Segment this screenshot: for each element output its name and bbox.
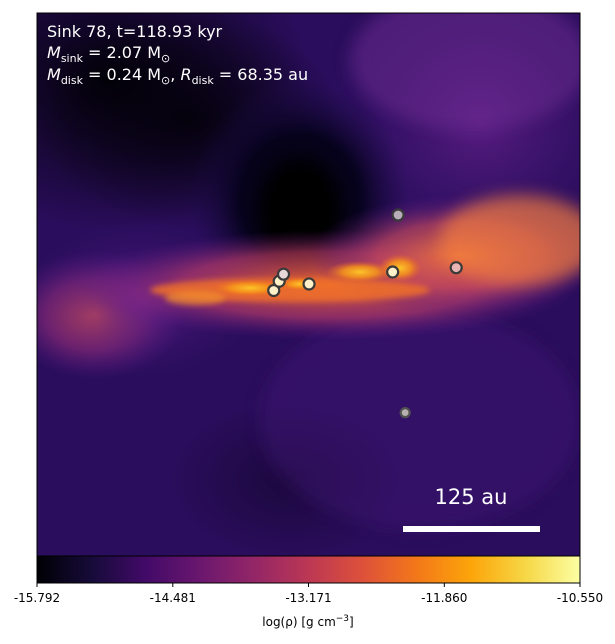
info-annotation: Sink 78, t=118.93 kyr Msink = 2.07 M⊙ Md…: [47, 22, 308, 87]
sink-marker-8: [399, 407, 411, 419]
scale-bar-label: 125 au: [435, 485, 508, 509]
scale-bar: 125 au: [403, 485, 540, 532]
colorbar-gradient: [37, 556, 580, 583]
sink-marker-4: [302, 277, 316, 291]
sink-marker-5: [386, 265, 400, 279]
colorbar-tick-label-1: -15.792: [14, 591, 60, 605]
colorbar-ticks: -15.792 -14.481 -13.171 -11.860 -10.550: [14, 583, 603, 605]
colorbar-tick-label-5: -10.550: [557, 591, 603, 605]
colorbar-tick-label-3: -13.171: [285, 591, 331, 605]
sink-marker-7: [449, 261, 463, 275]
disk-mass-radius-label: Mdisk = 0.24 M⊙, Rdisk = 68.35 au: [47, 65, 308, 87]
sink-time-label: Sink 78, t=118.93 kyr: [47, 22, 223, 41]
sink-marker-3: [276, 267, 291, 281]
colorbar-tick-label-4: -11.860: [421, 591, 467, 605]
sink-marker-6: [391, 208, 405, 222]
density-field: [37, 13, 580, 556]
sink-mass-label: Msink = 2.07 M⊙: [47, 43, 170, 65]
colorbar-label: log(ρ) [g cm−3]: [262, 614, 353, 629]
sink-particles: [267, 208, 463, 419]
scale-bar-line: [403, 526, 540, 532]
colorbar: -15.792 -14.481 -13.171 -11.860 -10.550 log(…: [14, 555, 603, 629]
colorbar-tick-label-2: -14.481: [150, 591, 196, 605]
